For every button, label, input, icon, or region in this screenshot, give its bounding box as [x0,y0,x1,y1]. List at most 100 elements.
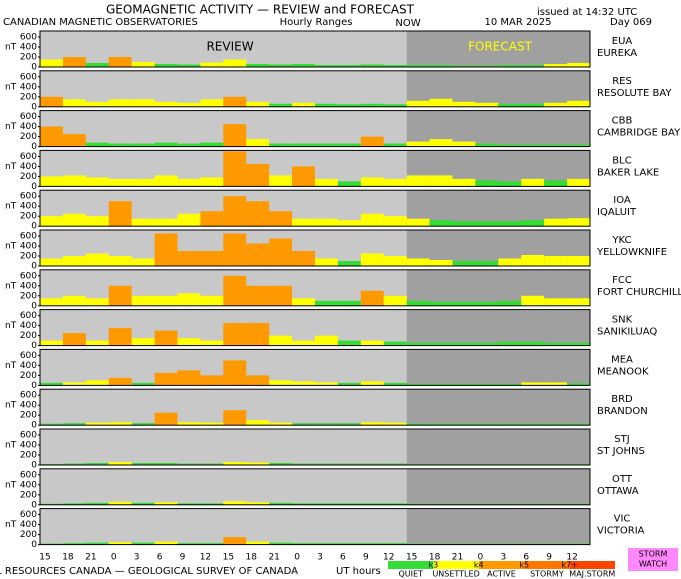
bar [475,102,499,107]
y-tick-label: 400 [20,441,37,451]
bar [429,65,453,67]
bar [544,144,568,147]
station-code: STJ [614,434,629,445]
y-tick-label: 400 [20,281,37,291]
bar [269,175,293,187]
y-tick-label: 0 [31,500,37,510]
bar [246,201,270,227]
bar [315,178,338,187]
bar [62,134,86,147]
bar [360,422,384,426]
bar [108,57,132,67]
bar [498,221,522,227]
bar [498,103,522,107]
bar [315,103,338,107]
y-tick-label: 400 [20,82,37,92]
bar [452,101,476,107]
bar [498,341,522,346]
station-code: BRD [611,394,633,405]
station-name: IQALUIT [597,207,637,218]
y-label: nT [5,242,17,252]
bar [85,101,109,107]
bar [246,64,270,67]
y-tick-label: 400 [20,480,37,490]
y-label: nT [5,401,17,411]
bar [429,342,453,346]
bar [452,342,476,346]
x-tick-label: 15 [39,553,50,563]
station-code: YKC [611,235,631,246]
x-tick-label: 18 [62,553,74,563]
bar [131,258,155,266]
y-tick-label: 400 [20,401,37,411]
bar [200,463,224,465]
bar [223,59,247,67]
legend-label: UNSETTLED [432,570,479,579]
bar [246,285,270,306]
legend-swatch [388,561,434,569]
x-tick-label: 12 [566,553,577,563]
station-name: EUREKA [597,48,637,59]
bar [62,463,86,465]
bar [315,382,338,386]
bar [40,258,63,266]
forecast-area [406,389,590,426]
bar [475,342,499,346]
bar [40,216,63,227]
bar [108,143,132,147]
bar [406,100,430,107]
bar [85,422,109,426]
forecast-area [406,429,590,465]
bar [292,423,315,426]
bar [292,251,315,266]
issued: issued at 14:32 UTC [537,7,637,18]
bar [85,253,109,266]
storm-watch: WATCH [639,560,667,569]
y-tick-label: 600 [20,510,37,520]
bar [223,537,247,545]
legend-swatch [478,561,525,569]
y-tick-label: 0 [31,142,37,152]
x-tick-label: 0 [111,553,117,563]
bar [452,221,476,227]
bar [85,340,109,346]
station-code: OTT [612,474,633,485]
bar [154,295,178,306]
x-tick-label: 9 [546,553,552,563]
bar [498,423,522,426]
y-label: nT [5,43,17,53]
date: 10 MAR 2025 [485,17,552,28]
y-tick-label: 600 [20,391,37,401]
bar [406,383,430,386]
bar [200,142,224,147]
y-tick-label: 200 [20,411,37,421]
bar [498,383,522,386]
bar [246,101,270,107]
y-tick-label: 600 [20,431,37,441]
bar [108,99,132,107]
station-name: RESOLUTE BAY [597,88,672,99]
bar [154,233,178,266]
station-code: RES [612,76,632,87]
bar [429,175,453,187]
bar [62,423,86,426]
station-name: OTTAWA [597,486,639,497]
bar [567,298,590,306]
y-tick-label: 200 [20,291,37,301]
bar [246,375,270,386]
bar [567,100,590,107]
bar [108,422,132,426]
bar [337,503,361,505]
y-tick-label: 600 [20,311,37,321]
bar [85,298,109,306]
bar [337,382,361,386]
bar [269,542,293,545]
bar [177,143,201,147]
bar [154,218,178,227]
bar [131,502,155,505]
y-tick-label: 600 [20,470,37,480]
bar [360,213,384,227]
bar [246,541,270,545]
bar [292,463,315,465]
y-tick-label: 200 [20,331,37,341]
